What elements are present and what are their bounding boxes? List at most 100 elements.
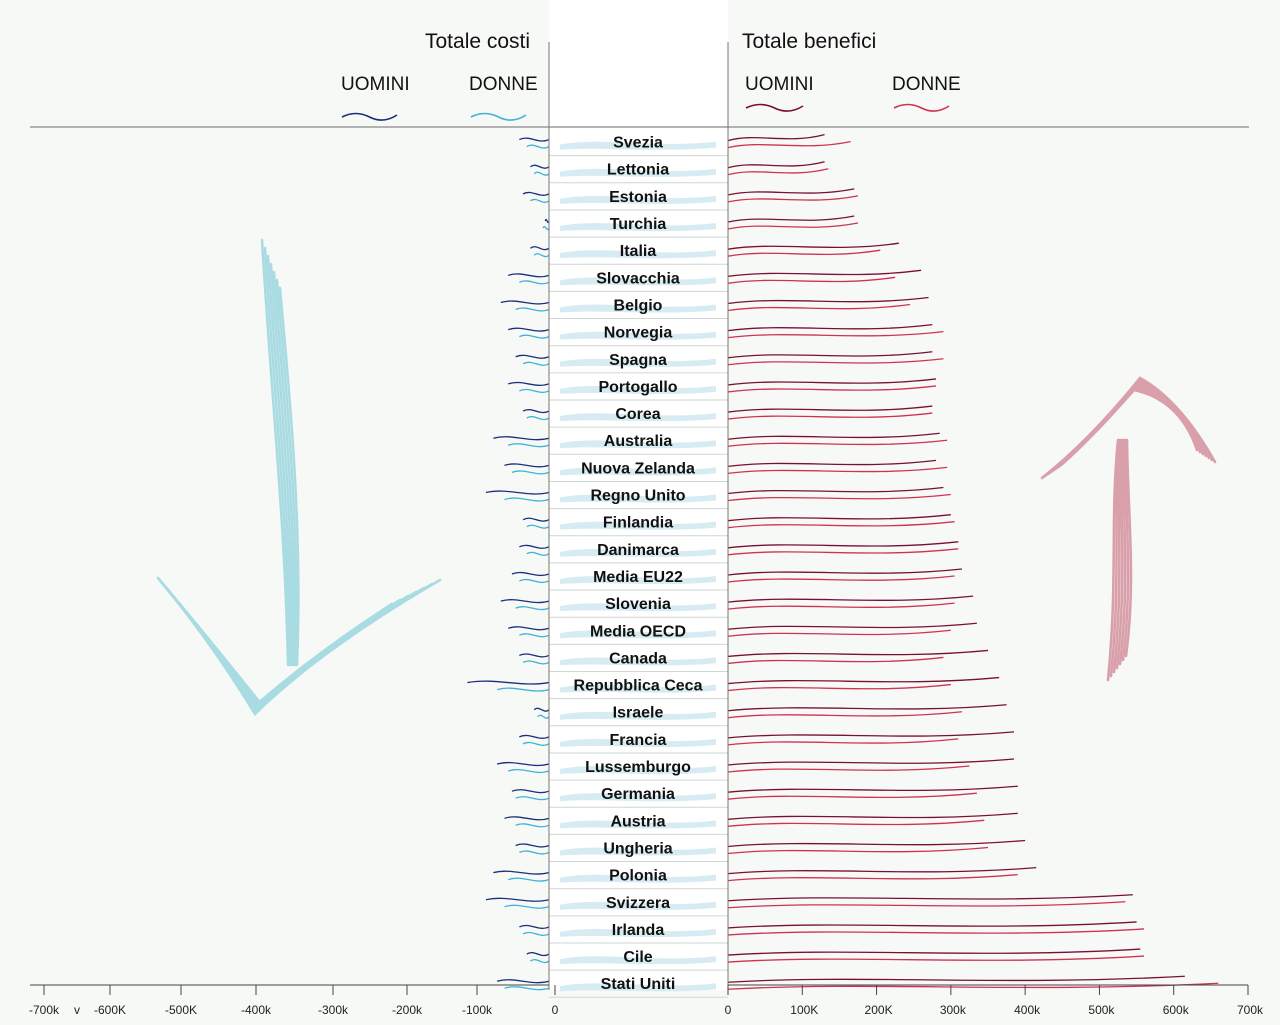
cost-women-line (522, 931, 550, 936)
country-label: Slovenia (605, 596, 671, 613)
benefit-men-line (727, 188, 855, 196)
name-brush (560, 630, 716, 639)
country-row: Turchia (542, 215, 859, 238)
cost-women-line (522, 741, 550, 746)
benefit-men-line (727, 432, 940, 440)
benefit-tick-label: 500k (1088, 1003, 1115, 1017)
country-label: Stati Uniti (601, 976, 676, 993)
benefit-women-line (727, 249, 881, 257)
benefit-men-line (727, 758, 1015, 766)
country-row: Italia (530, 242, 899, 265)
country-row: Regno Unito (485, 486, 951, 510)
country-label: Turchia (610, 216, 667, 233)
benefit-men-line (727, 351, 933, 359)
country-label: Danimarca (597, 542, 679, 559)
cost-women-line (526, 551, 550, 556)
country-label: Canada (609, 650, 667, 667)
benefit-men-line (727, 459, 937, 468)
country-row: Polonia (493, 866, 1037, 890)
cost-men-line (522, 409, 550, 414)
total-benefits-title: Totale benefici (742, 30, 877, 53)
benefit-women-line (727, 792, 977, 800)
benefit-men-line (727, 948, 1141, 956)
cost-women-line (508, 877, 550, 882)
country-label: Cile (623, 949, 652, 966)
country-label: Svezia (613, 135, 663, 152)
country-label: Regno Unito (590, 488, 685, 505)
country-row: Danimarca (519, 541, 959, 564)
name-brush (560, 304, 716, 313)
benefit-tick-label: 600k (1163, 1003, 1190, 1017)
benefit-tick-label: 400k (1014, 1003, 1041, 1017)
cost-women-line (519, 850, 550, 855)
country-row: Svizzera (485, 894, 1133, 917)
country-label: Slovacchia (596, 270, 680, 287)
benefit-men-line (727, 296, 929, 305)
country-label: Media OECD (590, 623, 686, 640)
country-label: Germania (601, 786, 675, 803)
benefit-tick-label: 200K (865, 1003, 893, 1017)
cost-tick-label: -600K (94, 1003, 126, 1017)
cost-men-line (522, 517, 550, 522)
name-brush (560, 141, 716, 150)
name-brush (560, 358, 716, 367)
benefit-men-line (727, 622, 977, 630)
cost-men-line (467, 680, 550, 685)
country-row: Ungheria (515, 839, 1026, 863)
benefit-women-line (727, 493, 951, 502)
country-label: Finlandia (603, 515, 673, 532)
cost-men-line (508, 327, 550, 332)
benefit-men-line (727, 215, 855, 223)
legend-benefit-men-swatch (745, 103, 804, 112)
benefit-women-line (727, 683, 951, 692)
name-brush (560, 331, 716, 340)
cost-women-line (526, 416, 550, 421)
cost-men-line (493, 436, 550, 441)
benefit-women-line (727, 955, 1145, 963)
cost-men-line (504, 463, 550, 468)
country-row: Austria (504, 812, 1018, 835)
benefit-men-line (727, 785, 1018, 793)
cost-women-line (504, 904, 550, 909)
benefit-men-line (727, 541, 959, 549)
cost-men-line (526, 952, 550, 957)
country-label: Estonia (609, 189, 667, 206)
name-brush (560, 440, 716, 449)
benefit-men-line (727, 269, 922, 277)
cost-men-line (533, 707, 550, 712)
cost-men-line (485, 490, 550, 495)
benefit-women-line (727, 521, 955, 529)
country-row: Lettonia (530, 161, 829, 184)
country-label: Corea (615, 406, 660, 423)
benefit-men-line (727, 704, 1007, 712)
cost-tick-label: -400k (241, 1003, 272, 1017)
benefit-women-line (727, 548, 959, 556)
cost-men-line (508, 626, 550, 631)
country-label: Norvegia (604, 325, 673, 342)
name-brush (560, 385, 716, 395)
cost-women-line (519, 388, 550, 393)
country-row: Repubblica Ceca (467, 676, 1000, 700)
benefit-men-line (727, 514, 951, 522)
benefit-men-line (727, 921, 1137, 929)
legend-cost-men-swatch (341, 112, 398, 121)
country-row: Irlanda (519, 921, 1145, 944)
name-brush (560, 738, 716, 747)
cost-men-line (500, 599, 550, 604)
country-label: Spagna (609, 352, 667, 369)
cost-tick-label: -200k (392, 1003, 423, 1017)
country-label: Israele (613, 705, 664, 722)
cost-women-line (515, 606, 550, 611)
cost-women-line (515, 307, 550, 312)
benefit-women-line (727, 928, 1145, 936)
country-row: Finlandia (522, 514, 955, 537)
benefit-tick-label: 0 (725, 1003, 732, 1017)
benefit-men-line (727, 676, 1000, 685)
benefit-men-line (727, 486, 944, 495)
legend-benefit-women-label: DONNE (892, 74, 961, 95)
cost-men-line (511, 571, 550, 577)
benefit-men-line (727, 323, 933, 332)
cost-women-line (542, 225, 550, 231)
name-brush (560, 548, 716, 557)
name-brush (560, 223, 716, 232)
